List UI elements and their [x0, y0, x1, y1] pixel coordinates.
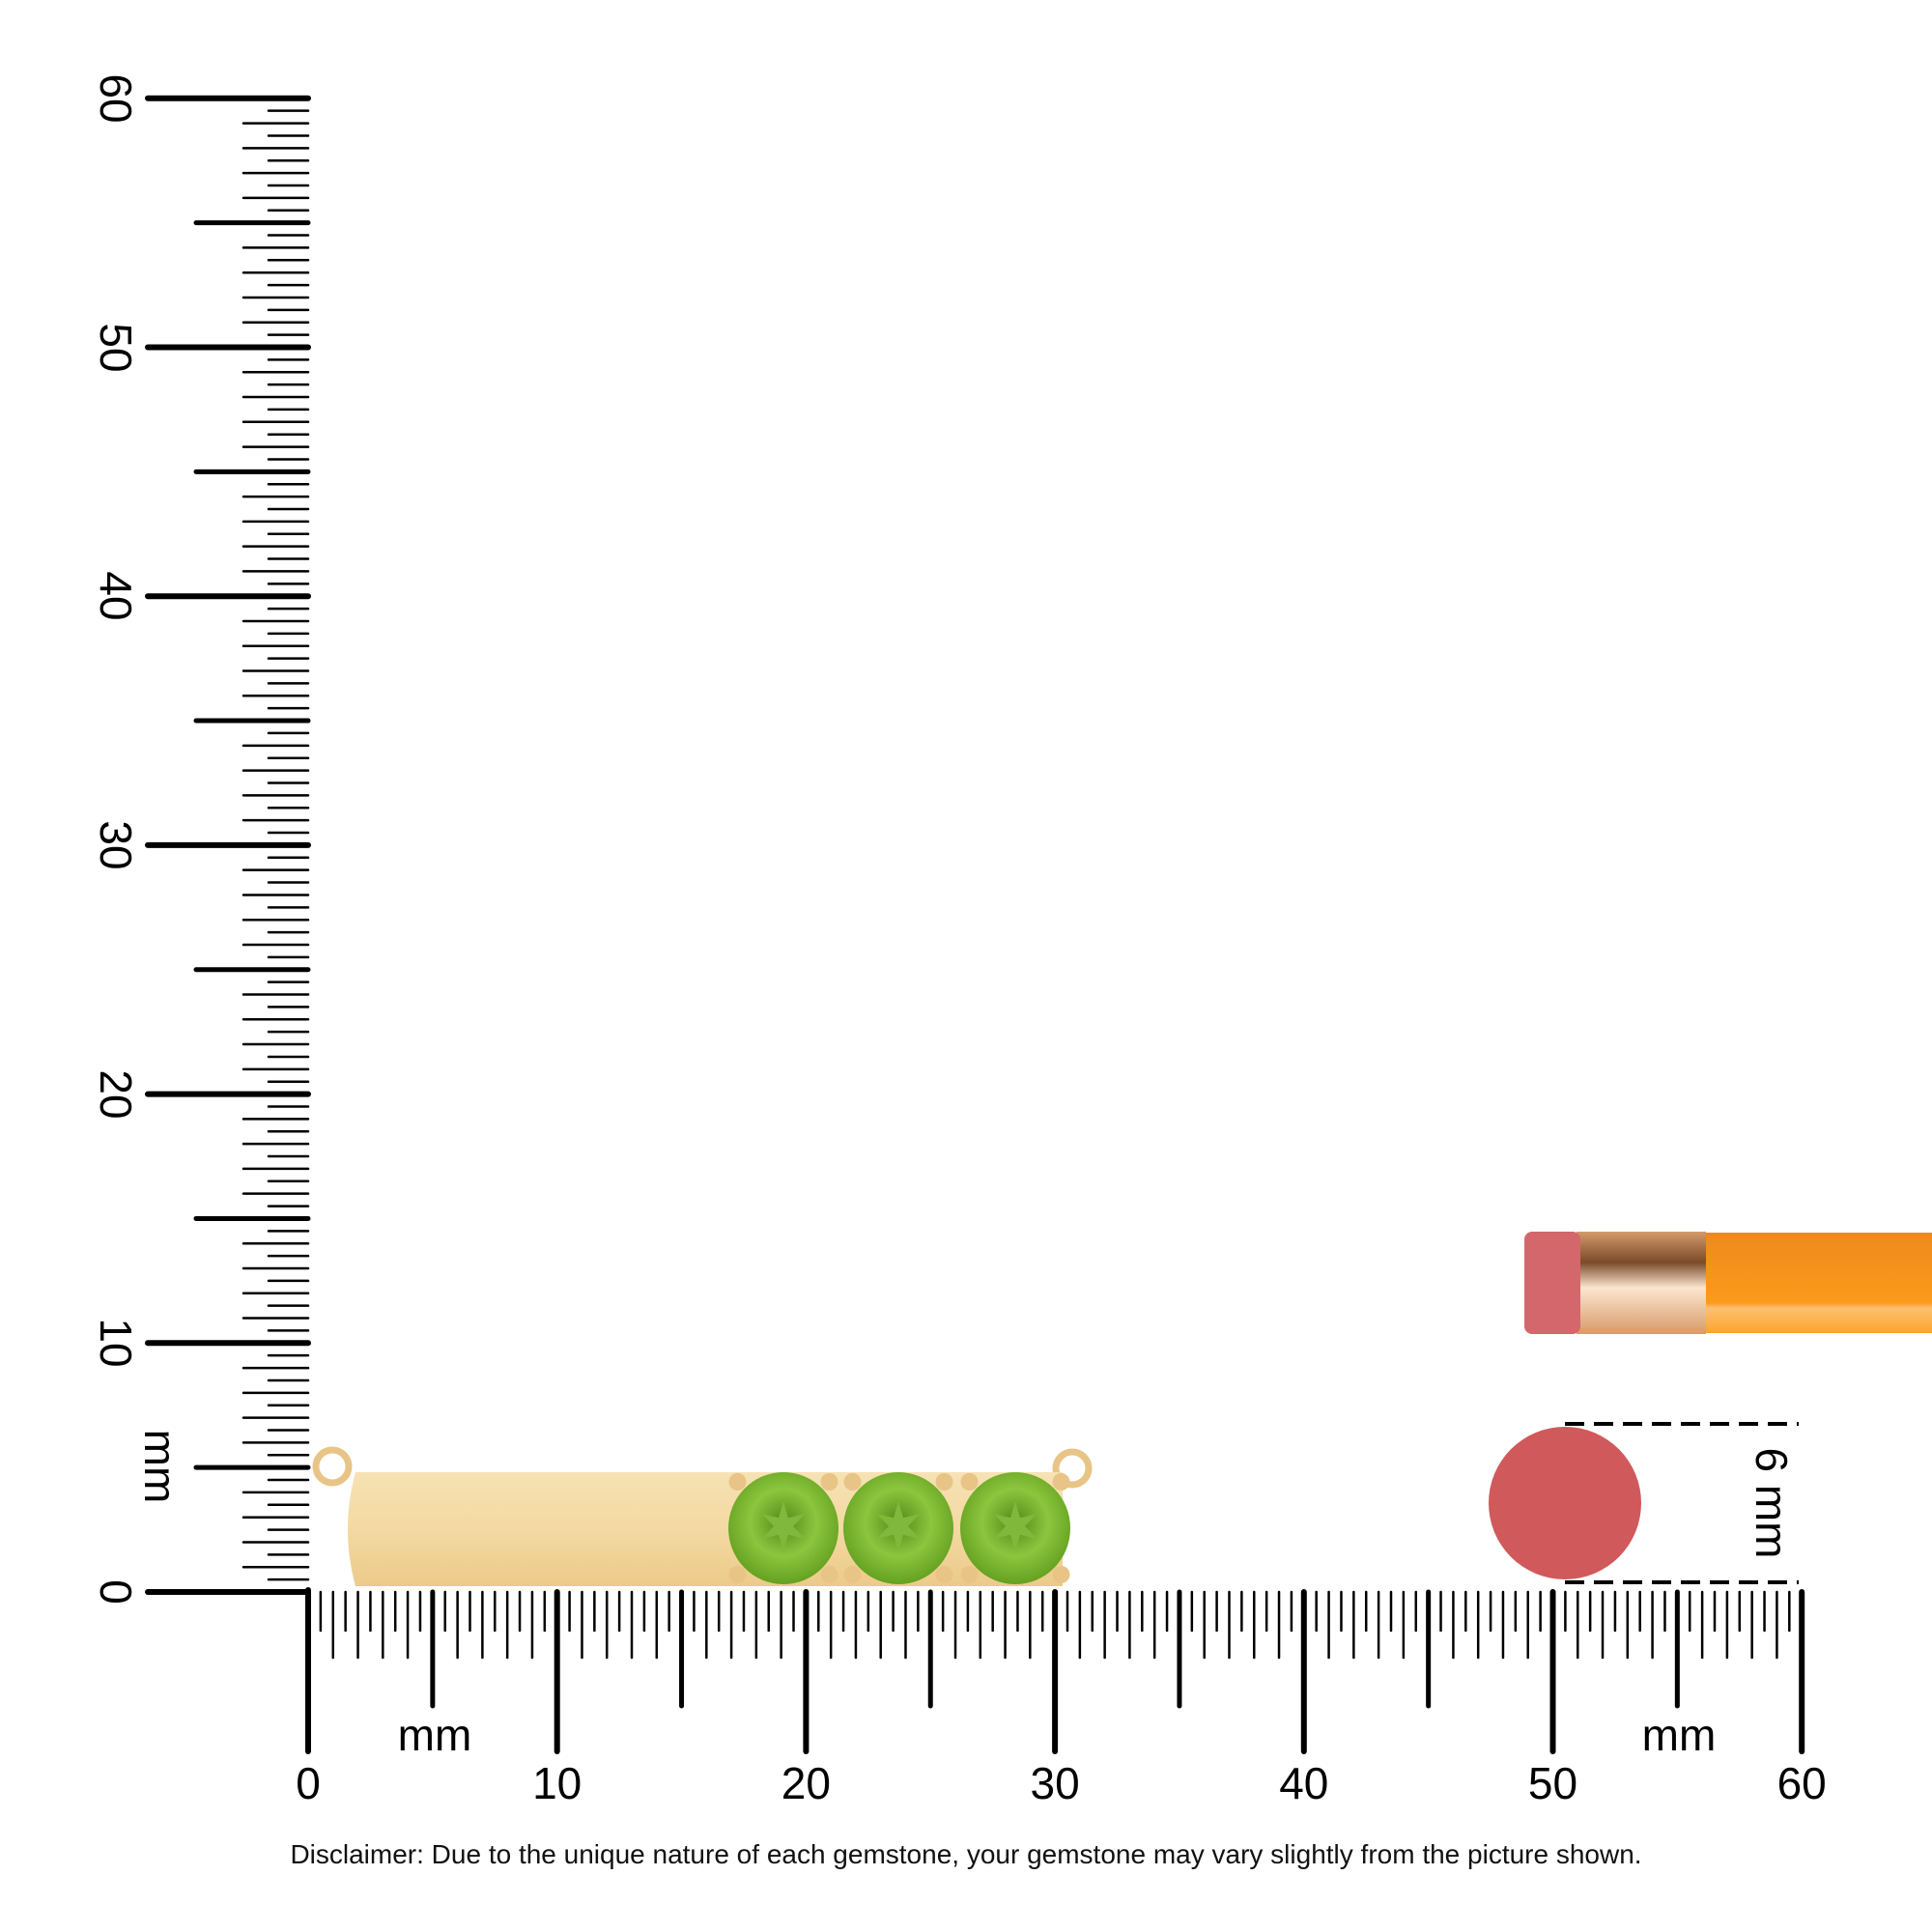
pencil-body	[1704, 1233, 1932, 1333]
vertical-tick-label: 0	[91, 1579, 141, 1605]
prong	[843, 1473, 862, 1491]
prong	[728, 1473, 747, 1491]
pencil	[1524, 1232, 1932, 1334]
prong	[820, 1566, 838, 1583]
left-jump-ring	[312, 1446, 353, 1487]
pencil-eraser	[1524, 1232, 1580, 1334]
eraser-dot	[1489, 1427, 1641, 1579]
vertical-tick-label: 20	[91, 1069, 141, 1120]
horizontal-unit-label-left: mm	[397, 1710, 472, 1760]
gem-facet-star	[876, 1501, 921, 1551]
vertical-unit-label: mm	[135, 1429, 185, 1504]
prong	[960, 1473, 979, 1491]
right-jump-ring	[1052, 1448, 1093, 1489]
horizontal-tick-label: 40	[1279, 1758, 1329, 1808]
vertical-ruler	[145, 95, 311, 1595]
vertical-tick-label: 30	[91, 820, 141, 870]
prong	[820, 1473, 838, 1491]
horizontal-tick-label: 60	[1776, 1758, 1827, 1808]
peridot-gem	[843, 1472, 953, 1584]
peridot-gem	[960, 1472, 1070, 1584]
horizontal-unit-label-right: mm	[1641, 1710, 1717, 1760]
gem-facet-star	[993, 1501, 1037, 1551]
prong	[843, 1566, 862, 1583]
horizontal-tick-label: 10	[532, 1758, 582, 1808]
eraser-size-label: 6 mm	[1747, 1447, 1797, 1559]
vertical-tick-label: 50	[91, 322, 141, 373]
horizontal-tick-label: 0	[296, 1758, 321, 1808]
disclaimer: Disclaimer: Due to the unique nature of …	[290, 1839, 1642, 1869]
prong	[935, 1566, 953, 1583]
vertical-tick-label: 60	[91, 73, 141, 124]
prong	[960, 1566, 979, 1583]
pencil-ferrule	[1577, 1232, 1706, 1334]
vertical-tick-label: 40	[91, 571, 141, 621]
gold-bar	[348, 1472, 1063, 1586]
horizontal-tick-label: 50	[1527, 1758, 1578, 1808]
horizontal-tick-label: 30	[1030, 1758, 1080, 1808]
horizontal-tick-label: 20	[781, 1758, 831, 1808]
horizontal-ruler	[305, 1589, 1805, 1754]
prong	[1052, 1566, 1070, 1583]
bar-necklace	[312, 1446, 1093, 1586]
prong	[935, 1473, 953, 1491]
prong	[728, 1566, 747, 1583]
peridot-gem	[728, 1472, 838, 1584]
vertical-tick-label: 10	[91, 1318, 141, 1368]
prong	[1052, 1473, 1070, 1491]
gem-facet-star	[761, 1501, 806, 1551]
